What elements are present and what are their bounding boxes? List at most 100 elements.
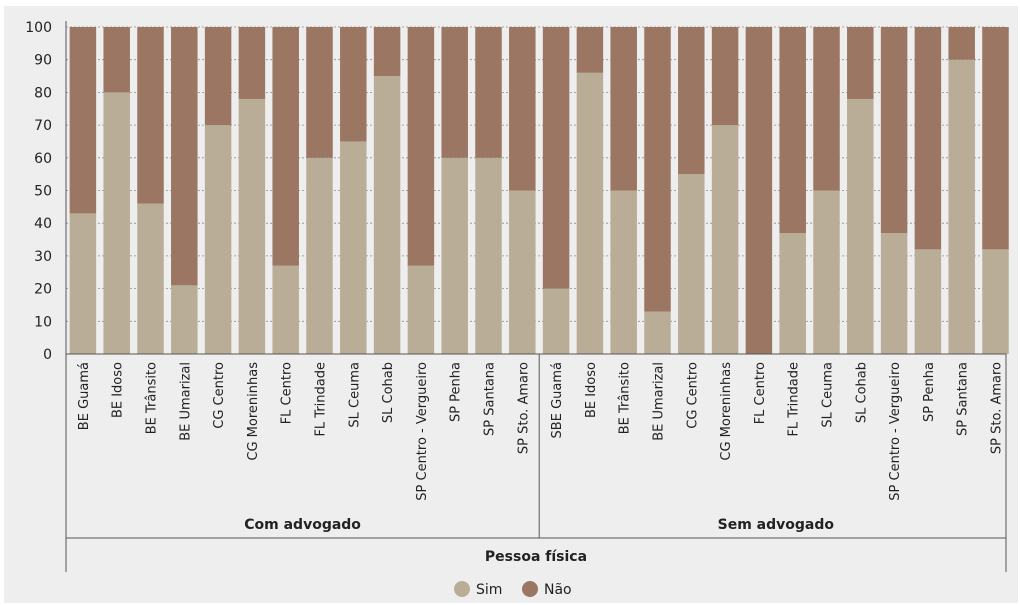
- bar-segment-nao: [340, 27, 367, 142]
- bar-segment-sim: [880, 233, 908, 354]
- bar-segment-nao: [813, 27, 840, 191]
- bar-segment-sim: [171, 285, 198, 354]
- bar-segment-nao: [407, 27, 435, 266]
- x-tick-label: BE Guamá: [77, 362, 92, 430]
- legend: Sim Não: [454, 581, 572, 598]
- bar-segment-sim: [644, 311, 671, 354]
- bar-segment-sim: [137, 203, 164, 354]
- bar-segment-sim: [441, 157, 468, 354]
- bar-segment-sim: [69, 213, 97, 354]
- bar-segment-sim: [509, 190, 536, 354]
- y-tick-label: 0: [43, 347, 52, 363]
- bar-segment-nao: [914, 27, 942, 250]
- x-tick-label: BE Umarizal: [652, 362, 667, 441]
- bar-segment-sim: [407, 265, 435, 354]
- legend-marker-nao: [522, 581, 538, 597]
- bar-segment-nao: [711, 27, 739, 126]
- bar-segment-nao: [509, 27, 536, 191]
- x-axis-title: Pessoa física: [485, 549, 587, 565]
- axes: 0 10 20 30 40 50 60 70 80 90 100 BE Guamá BE Idoso BE…: [25, 20, 1007, 572]
- bar-segment-nao: [69, 27, 97, 214]
- bar-segment-nao: [576, 27, 604, 73]
- bar-segment-nao: [610, 27, 637, 191]
- x-tick-label: CG Centro: [685, 362, 700, 429]
- bar-segment-sim: [982, 249, 1009, 354]
- x-tick-label: FL Trindade: [787, 362, 802, 437]
- x-tick-label: SL Ceuma: [347, 362, 362, 428]
- y-tick-label: 50: [34, 184, 52, 200]
- bar-segment-nao: [272, 27, 299, 266]
- bar-segment-nao: [847, 27, 874, 99]
- legend-label-nao: Não: [544, 582, 572, 598]
- x-tick-label: FL Centro: [280, 362, 295, 424]
- bar-segment-sim: [542, 288, 570, 354]
- group-label: Com advogado: [244, 517, 361, 533]
- bar-segment-sim: [711, 125, 739, 354]
- bar-segment-sim: [204, 125, 232, 354]
- bar-segment-nao: [373, 27, 401, 77]
- bar-segment-nao: [745, 27, 773, 354]
- x-tick-label: SP Centro - Vergueiro: [415, 362, 430, 501]
- bar-segment-sim: [272, 265, 299, 354]
- bar-segment-nao: [779, 27, 806, 234]
- bar-segment-nao: [948, 27, 975, 60]
- x-tick-label: BE Idoso: [111, 362, 126, 418]
- y-tick-label: 90: [34, 53, 52, 69]
- x-tick-label: SP Penha: [922, 362, 937, 422]
- x-tick-label: SP Santana: [483, 362, 498, 436]
- bar-segment-sim: [813, 190, 840, 354]
- bar-segment-sim: [948, 59, 975, 354]
- x-tick-label: SP Centro - Vergueiro: [888, 362, 903, 501]
- x-tick-label: FL Centro: [753, 362, 768, 424]
- bar-segment-nao: [204, 27, 232, 126]
- x-tick-label: FL Trindade: [314, 362, 329, 437]
- x-tick-label: SL Cohab: [854, 362, 869, 423]
- y-tick-label: 70: [34, 118, 52, 134]
- bar-segment-nao: [171, 27, 198, 286]
- x-tick-label: SBE Guamá: [550, 362, 565, 438]
- x-tick-label: SL Cohab: [381, 362, 396, 423]
- x-tick-label: BE Trânsito: [618, 362, 633, 434]
- y-tick-label: 10: [34, 314, 52, 330]
- x-tick-label: CG Moreninhas: [246, 362, 261, 461]
- bar-segment-sim: [306, 157, 333, 354]
- bar-segment-nao: [982, 27, 1009, 250]
- bar-segment-nao: [880, 27, 908, 234]
- bar-segment-nao: [542, 27, 570, 289]
- x-tick-label: SL Ceuma: [821, 362, 836, 428]
- x-tick-label: CG Centro: [212, 362, 227, 429]
- bar-segment-sim: [373, 76, 401, 355]
- bar-segment-nao: [306, 27, 333, 158]
- x-tick-label: SP Sto. Amaro: [516, 362, 531, 454]
- x-tick-label: BE Idoso: [584, 362, 599, 418]
- x-tick-label: SP Sto. Amaro: [990, 362, 1005, 454]
- bar-segment-nao: [103, 27, 130, 93]
- x-tick-label: BE Trânsito: [145, 362, 160, 434]
- x-tick-label: SP Penha: [449, 362, 464, 422]
- bars: [69, 27, 1009, 355]
- bar-segment-sim: [914, 249, 942, 354]
- bar-segment-sim: [475, 157, 502, 354]
- y-tick-label: 20: [34, 282, 52, 298]
- bar-segment-nao: [238, 27, 266, 99]
- bar-segment-nao: [644, 27, 671, 312]
- y-tick-label: 60: [34, 151, 52, 167]
- y-tick-label: 100: [25, 20, 52, 36]
- bar-segment-sim: [779, 233, 806, 354]
- bar-segment-nao: [137, 27, 164, 204]
- bar-segment-sim: [238, 98, 266, 354]
- bar-segment-sim: [847, 98, 874, 354]
- x-tick-label: SP Santana: [956, 362, 971, 436]
- bar-segment-sim: [576, 72, 604, 354]
- x-tick-label: CG Moreninhas: [719, 362, 734, 461]
- legend-marker-sim: [454, 581, 470, 597]
- bar-segment-sim: [340, 141, 367, 354]
- y-tick-label: 40: [34, 216, 52, 232]
- group-label: Sem advogado: [718, 517, 835, 533]
- bar-segment-sim: [610, 190, 637, 354]
- bar-segment-sim: [103, 92, 130, 355]
- x-tick-label: BE Umarizal: [178, 362, 193, 441]
- legend-label-sim: Sim: [476, 582, 502, 598]
